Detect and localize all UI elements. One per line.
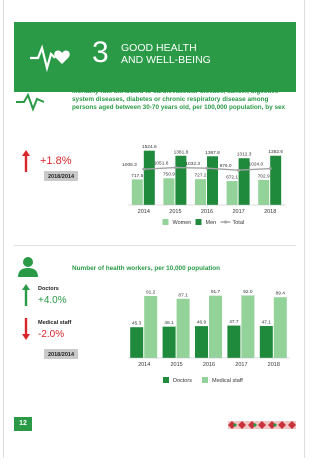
annotation-value: +4.0% <box>38 295 67 306</box>
value-label: 89.4 <box>276 291 286 297</box>
legend-symbol <box>163 377 169 383</box>
bar <box>195 326 208 358</box>
legend-symbol <box>224 221 227 224</box>
bar <box>163 327 176 358</box>
line-point <box>237 169 240 172</box>
value-label: 1382.6 <box>268 149 283 155</box>
x-tick-label: 2016 <box>201 209 213 215</box>
legend-symbol <box>202 377 208 383</box>
x-tick-label: 2018 <box>268 362 280 368</box>
bar <box>144 151 155 205</box>
value-label: 1024.0 <box>249 162 264 168</box>
value-label: 1381.8 <box>174 149 189 155</box>
legend-symbol <box>196 219 202 225</box>
value-label: 1312.3 <box>237 152 252 158</box>
value-label: 46.9 <box>197 320 207 326</box>
annotation-label: Doctors <box>38 286 59 292</box>
legend-label: Medical staff <box>212 378 243 384</box>
bar <box>177 299 190 358</box>
value-label: 92.0 <box>243 289 253 295</box>
value-label: 1032.3 <box>185 161 200 167</box>
value-label: 1051.6 <box>154 161 169 167</box>
bar <box>241 295 254 358</box>
bar <box>195 179 206 205</box>
bar <box>227 181 238 205</box>
x-tick-label: 2015 <box>169 209 181 215</box>
value-label: 702.9 <box>258 173 270 179</box>
value-label: 1006.3 <box>122 162 137 168</box>
bar <box>144 296 157 358</box>
legend-symbol <box>163 219 169 225</box>
legend-label: Doctors <box>173 378 192 384</box>
bar <box>227 326 240 358</box>
bar <box>274 297 287 358</box>
annotation-value: -2.0% <box>38 329 64 340</box>
x-tick-label: 2014 <box>138 362 150 368</box>
page-number: 12 <box>14 417 32 431</box>
period-label: 2018/2014 <box>48 352 75 358</box>
bar <box>270 156 281 205</box>
legend-label: Women <box>173 220 192 226</box>
value-label: 976.0 <box>220 163 232 169</box>
legend-label: Total <box>233 220 245 226</box>
line-point <box>174 166 177 169</box>
value-label: 87.1 <box>178 292 188 298</box>
bar <box>258 180 269 205</box>
value-label: 672.1 <box>226 175 238 181</box>
value-label: 47.1 <box>262 319 272 325</box>
annotation-value: +1.8% <box>40 155 72 167</box>
value-label: 727.2 <box>194 173 206 179</box>
trend-arrow <box>22 284 30 290</box>
x-tick-label: 2016 <box>203 362 215 368</box>
annotation-label: Medical staff <box>38 320 71 326</box>
x-tick-label: 2014 <box>138 209 150 215</box>
trend-arrow <box>22 334 30 340</box>
line-point <box>269 167 272 170</box>
value-label: 47.7 <box>229 319 239 325</box>
line-point <box>206 167 209 170</box>
period-label: 2018/2014 <box>48 174 75 180</box>
bar <box>207 156 218 205</box>
value-label: 91.2 <box>146 289 156 295</box>
value-label: 91.7 <box>211 289 221 295</box>
x-tick-label: 2015 <box>170 362 182 368</box>
bar <box>130 327 143 358</box>
bar <box>260 326 273 358</box>
value-label: 717.5 <box>131 173 143 179</box>
bar <box>132 179 143 205</box>
x-tick-label: 2017 <box>235 362 247 368</box>
bar <box>209 296 222 358</box>
value-label: 750.9 <box>163 172 175 178</box>
charts: 2014 717.5 1524.6 2015 750.9 1381.8 2016 727.2 1… <box>0 0 308 460</box>
x-tick-label: 2017 <box>232 209 244 215</box>
page: 3 GOOD HEALTH AND WELL-BEING Mortality r… <box>0 0 308 460</box>
bar <box>163 178 174 205</box>
line-point <box>142 168 145 171</box>
value-label: 46.1 <box>164 320 174 326</box>
trend-arrow <box>22 150 30 156</box>
legend-label: Men <box>206 220 217 226</box>
value-label: 1524.6 <box>142 144 157 150</box>
footer-ornament <box>228 418 298 432</box>
value-label: 1367.8 <box>205 150 220 156</box>
value-label: 45.3 <box>132 321 142 327</box>
x-tick-label: 2018 <box>264 209 276 215</box>
